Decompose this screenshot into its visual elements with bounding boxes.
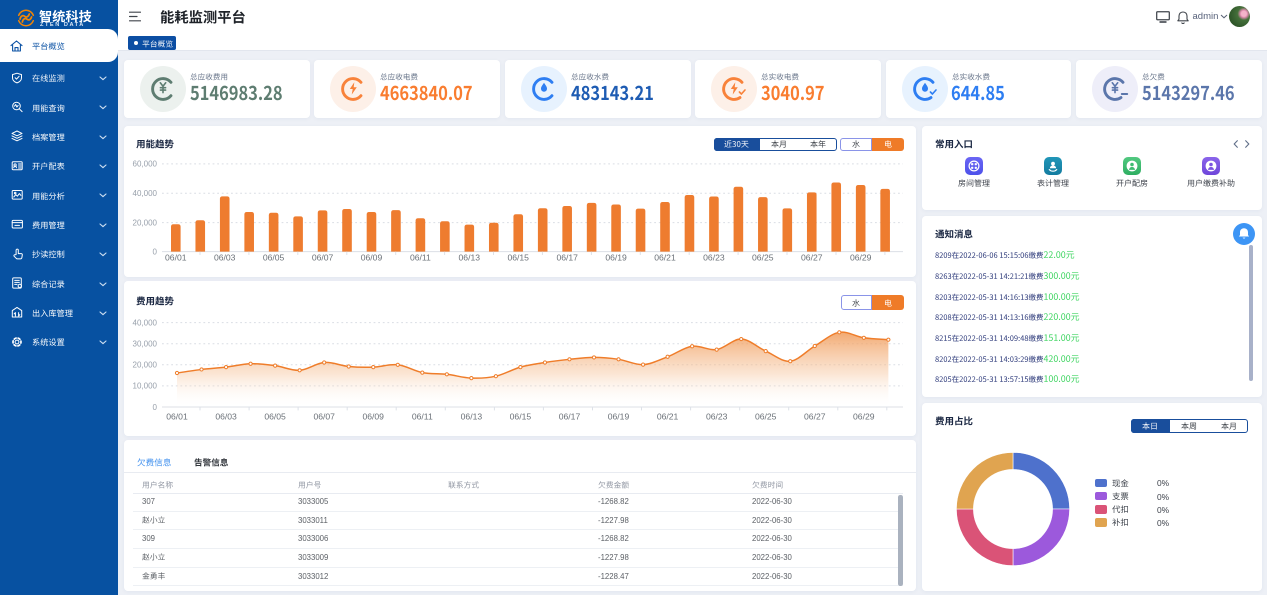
svg-text:20,000: 20,000 bbox=[133, 361, 158, 370]
svg-text:30,000: 30,000 bbox=[133, 340, 158, 349]
svg-text:06/05: 06/05 bbox=[264, 412, 286, 422]
svg-text:06/07: 06/07 bbox=[312, 253, 334, 263]
svg-text:06/25: 06/25 bbox=[752, 253, 774, 263]
svg-text:06/21: 06/21 bbox=[657, 412, 679, 422]
svg-text:06/05: 06/05 bbox=[263, 253, 285, 263]
svg-text:06/19: 06/19 bbox=[605, 253, 627, 263]
svg-text:06/29: 06/29 bbox=[853, 412, 875, 422]
svg-text:06/27: 06/27 bbox=[804, 412, 826, 422]
svg-text:06/25: 06/25 bbox=[755, 412, 777, 422]
svg-text:06/01: 06/01 bbox=[166, 412, 188, 422]
svg-text:06/03: 06/03 bbox=[214, 253, 236, 263]
svg-text:10,000: 10,000 bbox=[133, 382, 158, 391]
svg-text:06/23: 06/23 bbox=[703, 253, 725, 263]
svg-text:40,000: 40,000 bbox=[133, 189, 158, 198]
svg-text:06/01: 06/01 bbox=[165, 253, 187, 263]
svg-text:06/09: 06/09 bbox=[361, 253, 383, 263]
svg-text:06/13: 06/13 bbox=[461, 412, 483, 422]
svg-text:06/03: 06/03 bbox=[215, 412, 237, 422]
svg-text:06/07: 06/07 bbox=[313, 412, 335, 422]
svg-text:06/15: 06/15 bbox=[510, 412, 532, 422]
svg-text:60,000: 60,000 bbox=[133, 160, 158, 169]
svg-text:06/21: 06/21 bbox=[654, 253, 676, 263]
svg-text:06/23: 06/23 bbox=[706, 412, 728, 422]
svg-text:06/27: 06/27 bbox=[801, 253, 823, 263]
svg-text:06/09: 06/09 bbox=[362, 412, 384, 422]
svg-text:06/15: 06/15 bbox=[507, 253, 529, 263]
svg-text:06/11: 06/11 bbox=[410, 253, 431, 263]
svg-text:20,000: 20,000 bbox=[133, 218, 158, 227]
svg-text:06/17: 06/17 bbox=[559, 412, 581, 422]
svg-text:06/13: 06/13 bbox=[459, 253, 481, 263]
svg-text:06/19: 06/19 bbox=[608, 412, 630, 422]
svg-text:06/17: 06/17 bbox=[556, 253, 578, 263]
svg-text:06/11: 06/11 bbox=[412, 412, 433, 422]
svg-text:06/29: 06/29 bbox=[850, 253, 872, 263]
svg-text:0: 0 bbox=[153, 403, 158, 412]
svg-text:40,000: 40,000 bbox=[133, 318, 158, 327]
svg-text:0: 0 bbox=[153, 247, 158, 256]
